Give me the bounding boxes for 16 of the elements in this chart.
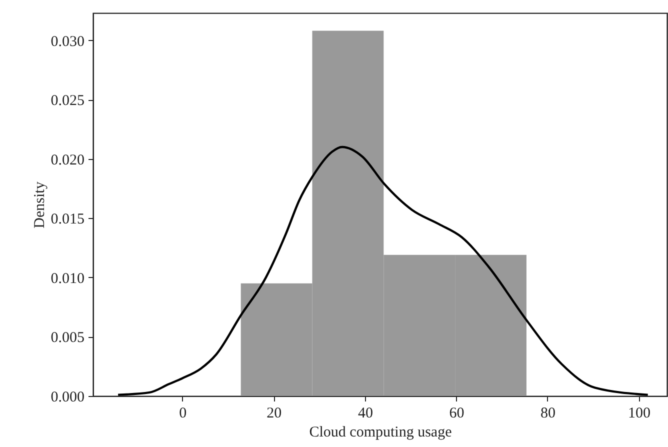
y-tick-label: 0.010	[50, 270, 84, 287]
x-tick-label: 0	[179, 406, 187, 422]
y-axis-title: Density	[32, 181, 48, 228]
x-tick-label: 80	[540, 406, 556, 422]
y-tick-label: 0.030	[50, 34, 84, 50]
x-tick-label: 20	[266, 406, 282, 422]
y-tick-label: 0.015	[50, 212, 84, 228]
line-series	[116, 146, 649, 396]
x-tick-label: 40	[358, 406, 373, 422]
y-tick-label: 0.020	[50, 152, 84, 168]
x-tick-label: 100	[628, 406, 650, 422]
x-axis-title: Cloud computing usage	[309, 424, 452, 440]
y-tick-label: 0.025	[50, 93, 84, 110]
y-tick-label: 0.005	[50, 330, 84, 346]
x-tick-label: 60	[449, 406, 464, 422]
y-tick-label: 0.000	[50, 390, 84, 406]
